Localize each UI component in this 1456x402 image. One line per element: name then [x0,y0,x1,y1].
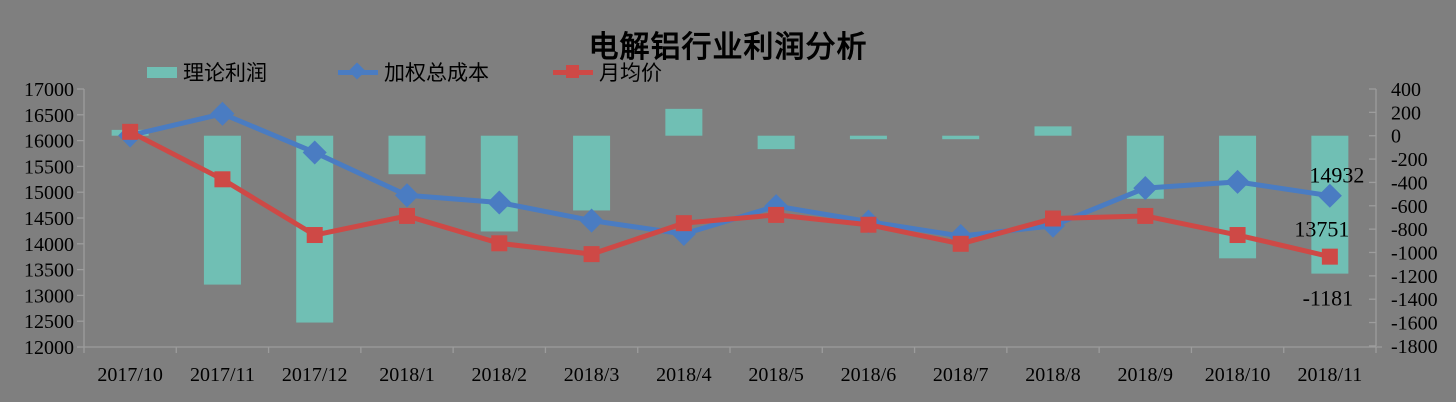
right-axis-label: -200 [1391,149,1428,171]
monthly-price-line [128,129,1331,260]
left-axis-label: 17000 [24,79,74,101]
monthly-price-point-2018/8 [1045,210,1061,227]
monthly-price-point-2018/2 [491,235,508,252]
monthly-price-point-2018/1 [399,207,415,224]
left-axis-label: 12000 [24,337,74,359]
line-square-swatch-icon [553,64,593,80]
monthly-price-point-2017/12 [306,227,323,244]
profit-bar-2017/11 [203,135,241,285]
weighted-cost-point-2018/9 [1133,176,1158,201]
weighted-cost-point-2018/10 [1225,169,1250,194]
right-axis-label: 200 [1391,102,1421,124]
monthly-price-point-2018/5 [768,206,785,223]
monthly-price-point-2017/10 [122,123,139,140]
profit-bar-2018/8 [1034,126,1072,136]
monthly-price-point-2018/6 [860,216,877,233]
x-axis-label: 2017/11 [190,364,255,386]
x-axis-label: 2017/10 [97,364,163,386]
legend-label: 加权总成本 [384,61,489,85]
x-axis-label: 2018/6 [841,364,897,386]
x-axis-label: 2018/9 [1118,364,1174,386]
x-axis-label: 2018/4 [656,364,712,386]
legend-label: 月均价 [599,61,662,85]
x-axis-label: 2018/5 [748,364,804,386]
left-axis-label: 16000 [24,131,74,153]
legend-label: 理论利润 [183,61,267,85]
right-axis-label: -400 [1391,172,1428,194]
weighted-cost-point-2018/1 [394,183,420,208]
profit-bar-2018/4 [665,108,703,136]
left-axis-label: 15500 [24,156,74,178]
left-axis-label: 13500 [24,260,74,282]
weighted-cost-point-2018/3 [579,208,604,233]
left-axis-label: 13000 [24,285,74,307]
monthly-price-point-2018/9 [1137,207,1154,224]
right-axis-label: -1600 [1391,313,1438,335]
profit-bar-2018/6 [849,135,887,140]
x-axis-label: 2018/1 [379,364,435,386]
x-axis-label: 2018/7 [933,364,989,386]
left-axis-label: 12500 [24,311,74,333]
weighted-cost-point-2017/12 [302,140,327,165]
legend-item-weighted-cost: 加权总成本 [338,60,489,85]
right-axis-label: -1000 [1391,242,1438,264]
x-axis-label: 2018/3 [564,364,620,386]
bar-swatch-icon [147,66,177,78]
right-axis-label: -1200 [1391,266,1438,288]
profit-bar-2018/5 [757,135,795,150]
chart-title: 电解铝行业利润分析 [588,30,868,65]
weighted-cost-point-2018/11 [1317,183,1342,208]
monthly-price-point-2018/11 [1321,248,1338,265]
monthly-price-point-2018/4 [675,215,692,232]
profit-bar-2018/7 [942,135,980,140]
weighted-cost-point-2018/2 [487,190,512,215]
left-axis-label: 14000 [24,234,74,256]
right-axis-label: 400 [1391,79,1421,101]
legend-item-monthly-price: 月均价 [553,60,662,85]
weighted-cost-point-2017/11 [210,101,235,126]
line-diamond-swatch-icon [338,62,378,80]
data-label: 13751 [1294,217,1349,242]
right-axis-label: -1400 [1391,289,1438,311]
x-axis-label: 2018/11 [1297,364,1362,386]
profit-bar-2018/3 [573,135,611,211]
x-axis-label: 2018/8 [1025,364,1081,386]
x-axis-label: 2017/12 [282,364,348,386]
right-axis-label: -800 [1391,219,1428,241]
left-axis-label: 15000 [24,182,74,204]
right-axis-label: 0 [1391,126,1401,148]
monthly-price-point-2018/10 [1229,227,1246,244]
x-axis-label: 2018/2 [472,364,528,386]
right-axis-label: -1800 [1391,336,1438,358]
legend-item-theoretical-profit: 理论利润 [147,60,267,85]
profit-bar-2018/2 [480,135,518,232]
x-axis-label: 2018/10 [1205,364,1271,386]
monthly-price-point-2017/11 [214,171,231,188]
left-axis-label: 14500 [24,208,74,230]
left-axis-label: 16500 [24,105,74,127]
monthly-price-point-2018/3 [583,246,600,263]
right-axis-label: -600 [1391,196,1428,218]
profit-bar-2018/1 [388,135,426,175]
data-label: -1181 [1303,286,1354,311]
data-label: 14932 [1309,163,1364,188]
monthly-price-point-2018/7 [952,235,969,252]
